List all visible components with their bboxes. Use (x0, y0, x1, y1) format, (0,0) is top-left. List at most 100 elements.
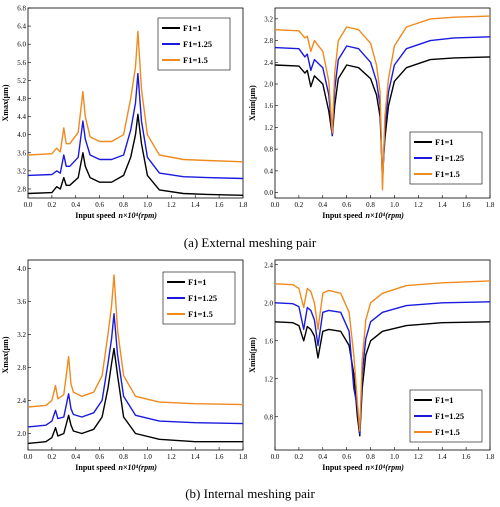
y-tick-label: 2.0 (264, 81, 273, 89)
x-tick-label: 1.0 (143, 201, 152, 209)
series-line-3 (274, 280, 491, 432)
x-tick-label: 0.2 (295, 201, 304, 209)
legend-label: F1=1 (183, 23, 202, 33)
y-tick-label: 2.8 (264, 37, 273, 45)
series-line-1 (274, 56, 491, 178)
y-tick-label: 4.8 (17, 95, 26, 103)
series-line-3 (27, 274, 244, 408)
x-tick-label: 0.0 (271, 453, 280, 461)
x-tick-label: 1.0 (390, 453, 399, 461)
x-tick-label: 1.6 (215, 201, 224, 209)
plot-frame (274, 259, 491, 451)
y-tick-label: 1.2 (264, 124, 273, 132)
series-line-2 (274, 36, 491, 183)
legend: F1=1 F1=1.25 F1=1.5 (409, 131, 483, 185)
y-tick-label: 1.2 (264, 375, 273, 383)
y-tick-label: 4.0 (17, 265, 26, 273)
x-tick-label: 0.8 (119, 201, 128, 209)
x-axis-label: Input speed (75, 463, 116, 472)
x-tick-label: 0.6 (95, 453, 104, 461)
caption-b: (b) Internal meshing pair (185, 486, 315, 501)
y-tick-label: 3.6 (17, 149, 26, 157)
y-tick-label: 3.6 (17, 298, 26, 306)
x-tick-label: 0.4 (318, 201, 327, 209)
x-tick-label: 0.6 (95, 201, 104, 209)
series-line-1 (27, 113, 244, 196)
y-tick-label: 5.2 (17, 77, 26, 85)
y-tick-label: 6.8 (17, 5, 26, 13)
x-tick-label: 0.6 (342, 201, 351, 209)
x-tick-label: 1.8 (239, 201, 248, 209)
y-tick-label: 2.8 (17, 364, 26, 372)
y-tick-label: 2.0 (17, 430, 26, 438)
y-tick-label: 1.6 (264, 102, 273, 110)
chart-internal-xmax: 0.0 0.2 0.4 0.6 0.8 1.0 1.2 1.4 1.6 1.8 2.0 2.4 2.8 3… (1, 259, 248, 472)
x-tick-label: 0.4 (71, 453, 80, 461)
series-line-2 (27, 313, 244, 428)
y-tick-label: 3.2 (17, 167, 26, 175)
x-tick-label: 1.0 (143, 453, 152, 461)
legend: F1=1 F1=1.25 F1=1.5 (157, 17, 231, 71)
y-tick-label: 0.0 (264, 189, 273, 197)
y-tick-label: 2.4 (17, 397, 26, 405)
x-tick-label: 0.2 (48, 201, 57, 209)
legend-label: F1=1 (435, 395, 454, 405)
legend-label: F1=1.25 (435, 153, 464, 163)
legend-label: F1=1.5 (435, 169, 460, 179)
legend: F1=1 F1=1.25 F1=1.5 (409, 389, 483, 443)
chart-external-xmax: 0.0 0.2 0.4 0.6 0.8 1.0 1.2 1.4 1.6 1.8 2.8 3.2 3.6 4… (1, 5, 248, 221)
y-axis-label: Xmax(μm) (1, 336, 10, 373)
legend-label: F1=1.5 (435, 427, 460, 437)
y-tick-label: 4.4 (17, 113, 26, 121)
x-tick-label: 1.6 (462, 453, 471, 461)
x-tick-label: 1.6 (215, 453, 224, 461)
x-tick-label: 0.0 (24, 201, 33, 209)
x-tick-label: 1.8 (239, 453, 248, 461)
caption-a: (a) External meshing pair (184, 235, 317, 250)
x-axis-unit: n×10⁴(rpm) (366, 463, 405, 472)
plot-frame (274, 7, 491, 199)
y-tick-label: 0.4 (264, 167, 273, 175)
series-line-1 (27, 347, 243, 445)
legend-label: F1=1.25 (188, 293, 217, 303)
x-tick-label: 1.2 (414, 453, 423, 461)
x-tick-label: 0.4 (71, 201, 80, 209)
y-tick-label: 6.4 (17, 23, 26, 31)
legend-label: F1=1.25 (435, 411, 464, 421)
x-tick-label: 0.0 (24, 453, 33, 461)
plot-frame (27, 259, 244, 451)
x-tick-label: 1.8 (486, 453, 495, 461)
plot-frame (27, 7, 244, 199)
series-line-2 (27, 72, 244, 180)
y-tick-label: 2.8 (17, 185, 26, 193)
y-tick-label: 4.0 (17, 131, 26, 139)
x-tick-label: 0.2 (295, 453, 304, 461)
x-axis-label: Input speed (322, 463, 363, 472)
chart-external-xmin: 0.0 0.2 0.4 0.6 0.8 1.0 1.2 1.4 1.6 1.8 0.0 0.4 0.8 1… (248, 7, 495, 220)
legend-label: F1=1.5 (183, 55, 208, 65)
y-axis-label: Xmax(μm) (1, 84, 10, 121)
x-tick-label: 1.0 (390, 201, 399, 209)
x-axis-unit: n×10⁴(rpm) (119, 211, 158, 220)
y-tick-label: 3.2 (264, 15, 273, 23)
legend-label: F1=1.25 (183, 39, 212, 49)
y-tick-label: 0.8 (264, 413, 273, 421)
x-axis-label: Input speed (322, 211, 363, 220)
x-axis-unit: n×10⁴(rpm) (366, 211, 405, 220)
x-tick-label: 1.2 (167, 201, 176, 209)
series-line-3 (27, 30, 244, 163)
y-tick-label: 2.4 (264, 59, 273, 67)
chart-internal-xmin: 0.0 0.2 0.4 0.6 0.8 1.0 1.2 1.4 1.6 1.8 0.8 1.2 1.6 2… (248, 259, 495, 472)
y-tick-label: 6.0 (17, 41, 26, 49)
x-tick-label: 0.8 (366, 453, 375, 461)
y-tick-label: 2.0 (264, 299, 273, 307)
x-tick-label: 1.2 (167, 453, 176, 461)
x-tick-label: 0.2 (48, 453, 57, 461)
x-tick-label: 0.8 (119, 453, 128, 461)
legend-label: F1=1.5 (188, 309, 213, 319)
x-tick-label: 1.4 (438, 201, 447, 209)
y-tick-label: 0.8 (264, 146, 273, 154)
legend: F1=1 F1=1.25 F1=1.5 (162, 271, 236, 325)
legend-label: F1=1 (188, 277, 207, 287)
